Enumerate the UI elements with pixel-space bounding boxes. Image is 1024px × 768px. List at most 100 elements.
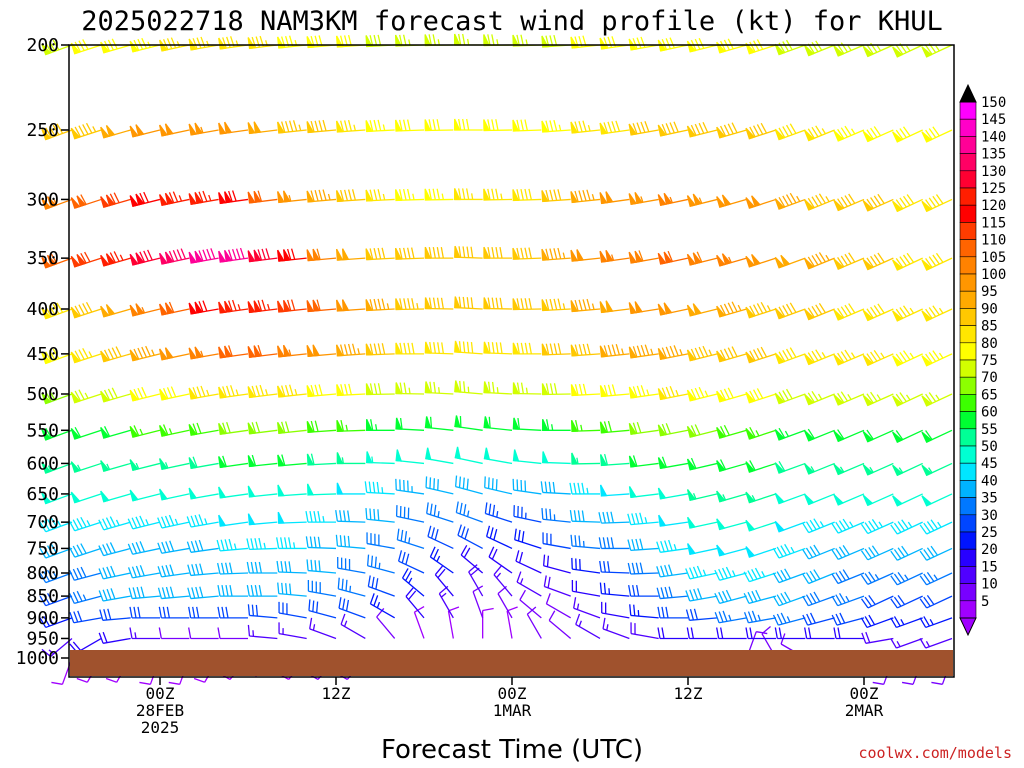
barb-feather [335,510,338,522]
barb-feather [815,194,823,206]
barb-feather [723,348,730,360]
barb-pennant [454,296,461,309]
barb-half-feather [909,352,915,359]
barb-feather [139,541,145,553]
barb-feather [482,607,494,612]
barb-feather [285,384,290,397]
barb-feather [202,300,208,312]
barb-feather [665,606,669,618]
wind-barb [159,37,190,52]
wind-barb [188,456,219,470]
barb-pennant [218,456,227,469]
barb-half-feather [621,348,624,355]
barb-feather [72,641,82,651]
wind-barb [129,425,161,438]
barb-feather [835,521,843,532]
barb-feather [226,385,231,397]
barb-feather [406,247,411,259]
barb-feather [714,612,720,623]
barb-pennant [188,302,198,315]
colorbar-cell [959,445,977,464]
barb-feather [719,426,727,437]
barb-feather [145,345,151,357]
barb-feather [310,420,315,432]
colorbar-label: 30 [981,508,998,524]
barb-feather [842,569,850,580]
barb-pennant [716,460,726,472]
barb-feather [402,34,407,46]
barb-pennant [247,122,256,135]
wind-barb [488,546,513,574]
wind-barb [454,245,483,259]
barb-half-feather [86,520,91,527]
barb-half-feather [578,620,582,627]
wind-barb [833,462,865,476]
wind-barb [862,429,894,443]
barb-feather [751,610,757,622]
barb-feather [899,307,907,317]
wind-barb [831,592,865,607]
wind-barb [716,424,747,439]
barb-feather [168,301,175,313]
colorbar-cell [959,428,977,447]
barb-feather [45,351,52,362]
barb-feather [778,460,786,472]
barb-pennant [745,546,756,558]
barb-feather [727,123,734,135]
barb-feather [811,196,819,207]
barb-feather [807,197,815,209]
barb-half-feather [874,574,880,580]
wind-barb [127,515,161,530]
barb-feather [285,583,288,595]
barb-feather [928,392,937,402]
barb-feather [747,591,754,603]
barb-feather [127,518,134,530]
barb-pennant [306,300,315,313]
barb-feather [468,564,478,573]
barb-pennant [745,255,756,268]
wind-barb [774,192,806,210]
wind-barb [772,543,806,559]
barb-pennant [541,383,549,396]
barb-feather [516,119,520,131]
barb-pennant [365,189,373,202]
barb-feather [809,592,817,604]
barb-feather [106,588,112,600]
barb-feather [544,481,548,493]
barb-feather [926,521,935,531]
wind-barb [100,460,131,472]
barb-feather [102,544,109,555]
barb-feather [838,570,847,581]
barb-feather [632,422,638,434]
barb-feather [640,121,646,133]
barb-feather [158,627,162,639]
wind-barb [833,42,865,57]
barb-half-feather [821,352,826,358]
barb-feather [923,596,931,607]
wind-barb [366,419,395,431]
barb-feather [657,606,661,618]
barb-feather [718,591,725,603]
barb-feather [366,554,370,566]
barb-feather [932,350,940,361]
wind-barb [685,565,718,580]
barb-staff [808,521,835,534]
colorbar-cell [959,480,977,498]
barb-feather [288,384,294,396]
barb-feather [257,190,263,202]
barb-feather [610,511,614,523]
barb-feather [216,562,221,575]
barb-feather [375,578,379,590]
barb-feather [343,189,349,201]
barb-feather [489,527,494,539]
barb-feather [484,476,486,488]
wind-barb [628,584,659,597]
barb-feather [760,346,768,358]
barb-half-feather [386,303,390,310]
wind-barb [526,606,542,639]
barb-feather [636,37,642,49]
barb-pennant [921,200,933,213]
barb-feather [545,120,550,132]
barb-pennant [129,459,139,471]
barb-feather [306,559,309,571]
